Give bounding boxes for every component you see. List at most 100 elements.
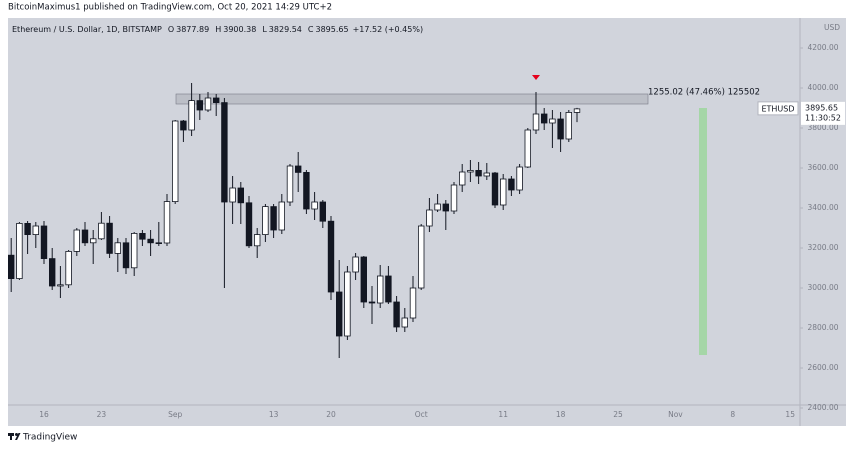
candle-body bbox=[319, 201, 326, 222]
candle-body bbox=[426, 209, 433, 227]
candle-body bbox=[262, 206, 269, 236]
candle-body bbox=[401, 317, 408, 328]
candle-body bbox=[532, 113, 540, 131]
x-tick-label: 25 bbox=[613, 410, 623, 419]
price-label-box bbox=[801, 101, 845, 125]
candle-body bbox=[155, 242, 162, 245]
y-tick-label: 2600.00 bbox=[807, 363, 838, 372]
candle-body bbox=[352, 256, 359, 273]
candle-body bbox=[40, 225, 48, 259]
x-tick-label: Sep bbox=[168, 410, 182, 419]
candle-body bbox=[221, 102, 228, 203]
footer-brand: TradingView bbox=[22, 433, 77, 443]
y-tick-label: 2400.00 bbox=[807, 403, 838, 412]
candle-body bbox=[49, 258, 56, 287]
candle-body bbox=[163, 201, 171, 244]
candle-body bbox=[139, 232, 146, 240]
y-tick-label: 4000.00 bbox=[807, 83, 838, 92]
candle-body bbox=[57, 284, 64, 287]
countdown-label: 11:30:52 bbox=[805, 113, 841, 122]
candle-body bbox=[458, 171, 466, 186]
candle-body bbox=[541, 113, 548, 124]
candle-body bbox=[171, 120, 179, 202]
candle-body bbox=[106, 222, 113, 254]
candle-body bbox=[270, 206, 277, 231]
x-tick-label: 16 bbox=[39, 410, 49, 419]
x-tick-label: 15 bbox=[785, 410, 795, 419]
x-tick-label: Nov bbox=[668, 410, 683, 419]
y-tick-label: 3000.00 bbox=[807, 283, 838, 292]
candle-body bbox=[385, 275, 392, 303]
candle-body bbox=[286, 165, 294, 203]
symbol-label-box bbox=[757, 101, 799, 116]
x-tick-label: 13 bbox=[269, 410, 279, 419]
candle-body bbox=[409, 287, 417, 319]
ohlc-key: H bbox=[215, 25, 221, 34]
ohlc-key: O bbox=[168, 25, 174, 34]
candle-body bbox=[253, 234, 261, 247]
ohlc-value: 3829.54 bbox=[269, 25, 302, 34]
symbol-title: Ethereum / U.S. Dollar, 1D, BITSTAMP bbox=[12, 25, 162, 34]
candle-body bbox=[65, 250, 72, 286]
candle-body bbox=[237, 187, 244, 204]
ohlc-value: 3877.89 bbox=[176, 25, 209, 34]
candle-body bbox=[335, 291, 343, 337]
candle-body bbox=[7, 254, 15, 279]
candle-body bbox=[483, 172, 490, 177]
zone-annotation: 1255.02 (47.46%) 125502 bbox=[648, 88, 760, 98]
ohlc-key: C bbox=[308, 25, 314, 34]
axis-unit: USD bbox=[824, 23, 840, 32]
candle-body bbox=[475, 169, 482, 177]
price-label: 3895.65 bbox=[805, 103, 838, 112]
y-tick-label: 2800.00 bbox=[807, 323, 838, 332]
candle-body bbox=[516, 166, 523, 191]
y-tick-label: 3200.00 bbox=[807, 243, 838, 252]
candle-body bbox=[73, 229, 80, 252]
candle-body bbox=[212, 97, 220, 103]
logo bbox=[8, 433, 21, 440]
candle-body bbox=[508, 178, 515, 191]
candle-body bbox=[368, 301, 376, 304]
y-tick-label: 3400.00 bbox=[807, 203, 838, 212]
x-tick-label: 18 bbox=[556, 410, 566, 419]
candle-body bbox=[147, 238, 154, 244]
candle-body bbox=[114, 242, 121, 254]
candle-body bbox=[573, 108, 581, 113]
candle-body bbox=[303, 171, 310, 210]
candle-body bbox=[130, 232, 138, 269]
candle-body bbox=[467, 169, 474, 173]
y-tick-label: 4200.00 bbox=[807, 43, 838, 52]
candle-body bbox=[229, 187, 236, 203]
candle-body bbox=[311, 201, 318, 210]
x-tick-label: 8 bbox=[730, 410, 735, 419]
candle-body bbox=[90, 238, 97, 244]
symbol-label: ETHUSD bbox=[761, 104, 794, 113]
x-tick-label: 23 bbox=[97, 410, 107, 419]
candle-body bbox=[344, 271, 351, 337]
candle-body bbox=[491, 172, 499, 206]
y-tick-label: 3800.00 bbox=[807, 123, 838, 132]
legend: Ethereum / U.S. Dollar, 1D, BITSTAMP O 387… bbox=[12, 25, 423, 34]
signal-marker bbox=[532, 75, 540, 80]
change: +17.52 (+0.45%) bbox=[353, 25, 424, 34]
candle-body bbox=[393, 301, 400, 328]
x-tick-label: 11 bbox=[498, 410, 508, 419]
candle-body bbox=[98, 222, 105, 240]
candle-body bbox=[442, 203, 449, 212]
x-tick-label: Oct bbox=[415, 410, 428, 419]
candle-body bbox=[327, 220, 335, 293]
candle-body bbox=[188, 100, 195, 131]
candle-body bbox=[565, 112, 572, 140]
resistance-zone bbox=[175, 93, 649, 105]
candle-body bbox=[294, 165, 302, 173]
candle-body bbox=[557, 118, 564, 140]
y-tick-label: 3600.00 bbox=[807, 163, 838, 172]
candle-body bbox=[204, 97, 212, 111]
candle-body bbox=[417, 225, 425, 289]
candle-body bbox=[180, 120, 187, 131]
candle-body bbox=[196, 100, 203, 111]
candle-body bbox=[81, 229, 89, 244]
candle-body bbox=[245, 202, 253, 247]
